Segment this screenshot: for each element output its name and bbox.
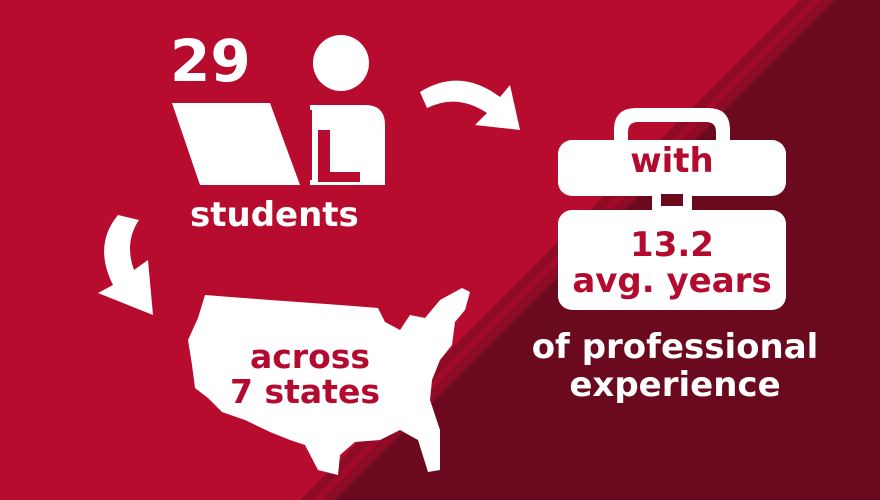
experience-top: with xyxy=(630,141,714,181)
student-laptop-icon xyxy=(172,35,385,185)
states-line1: across xyxy=(249,337,371,376)
experience-line2: experience xyxy=(569,365,781,405)
usa-map-icon xyxy=(188,288,470,475)
experience-value: 13.2 xyxy=(630,225,714,265)
states-line2: 7 states xyxy=(230,372,380,411)
experience-unit: avg. years xyxy=(572,261,772,301)
students-count: 29 xyxy=(170,27,251,95)
curved-arrow-icon xyxy=(98,215,153,315)
curved-arrow-icon xyxy=(420,80,520,130)
briefcase-icon xyxy=(558,108,786,310)
experience-line1: of professional xyxy=(531,327,819,367)
students-label: students xyxy=(190,195,359,235)
